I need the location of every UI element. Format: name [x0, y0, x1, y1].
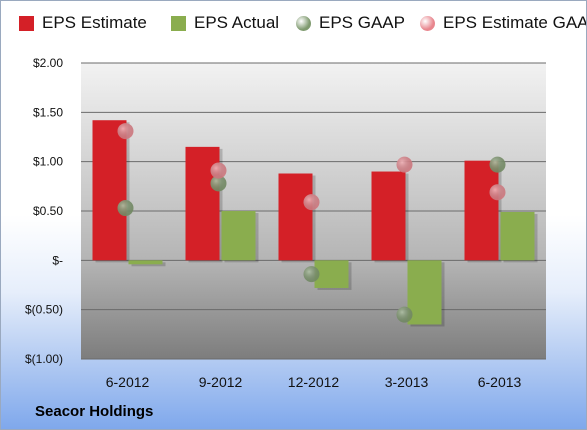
y-tick-label: $1.00 — [33, 155, 63, 169]
bar-eps-estimate — [278, 173, 313, 261]
legend-swatch — [171, 15, 186, 31]
y-tick-label: $- — [52, 253, 63, 267]
bar-eps-actual — [128, 260, 163, 265]
marker-shade — [303, 194, 320, 211]
y-tick-label: $2.00 — [33, 56, 63, 70]
legend-label: EPS Actual — [194, 13, 280, 32]
y-tick-label: $0.50 — [33, 204, 63, 218]
legend-item: EPS GAAP — [296, 13, 405, 33]
y-tick-label: $1.50 — [33, 105, 63, 119]
legend-item: EPS Actual — [171, 13, 279, 33]
marker-shade — [489, 184, 506, 201]
legend-swatch — [296, 15, 311, 31]
bar-eps-actual — [407, 260, 442, 325]
marker-shade — [117, 200, 134, 217]
marker-shade — [117, 123, 134, 140]
bar-eps-actual — [221, 211, 256, 261]
marker-shade — [303, 266, 320, 283]
x-tick-label: 3-2013 — [385, 374, 429, 390]
marker-shade — [210, 162, 227, 179]
marker-shade — [489, 156, 506, 173]
bar-eps-estimate — [92, 120, 127, 261]
legend-swatch — [19, 15, 34, 31]
x-tick-label: 12-2012 — [288, 374, 340, 390]
legend-label: EPS GAAP — [319, 13, 405, 32]
bar-eps-estimate — [371, 171, 406, 261]
bar-shadow — [131, 262, 166, 267]
legend-item: EPS Estimate — [19, 13, 147, 33]
bar-eps-estimate — [464, 160, 499, 261]
company-name: Seacor Holdings — [35, 403, 154, 420]
marker-shade — [210, 175, 227, 192]
legend: EPS Estimate EPS Actual EPS GAAP EPS Estima… — [1, 13, 586, 45]
y-tick-label: $(1.00) — [25, 352, 63, 366]
marker-shade — [396, 156, 413, 173]
legend-item: EPS Estimate GAAP — [420, 13, 587, 33]
eps-chart: $2.00 $1.50 $1.00 $0.50 $- $(0.50) $(1.00) 6-20… — [25, 56, 546, 390]
x-tick-label: 6-2012 — [106, 374, 150, 390]
x-tick-label: 6-2013 — [478, 374, 522, 390]
legend-label: EPS Estimate — [42, 13, 147, 32]
legend-label: EPS Estimate GAAP — [443, 13, 587, 32]
bar-eps-actual — [500, 211, 535, 261]
bar-eps-actual — [314, 260, 349, 288]
y-tick-label: $(0.50) — [25, 303, 63, 317]
marker-shade — [396, 306, 413, 323]
legend-swatch — [420, 15, 435, 31]
x-tick-label: 9-2012 — [199, 374, 243, 390]
